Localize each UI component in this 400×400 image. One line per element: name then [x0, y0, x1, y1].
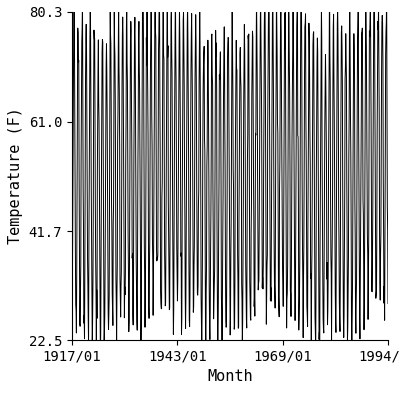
Y-axis label: Temperature (F): Temperature (F): [8, 108, 23, 244]
X-axis label: Month: Month: [207, 369, 253, 384]
